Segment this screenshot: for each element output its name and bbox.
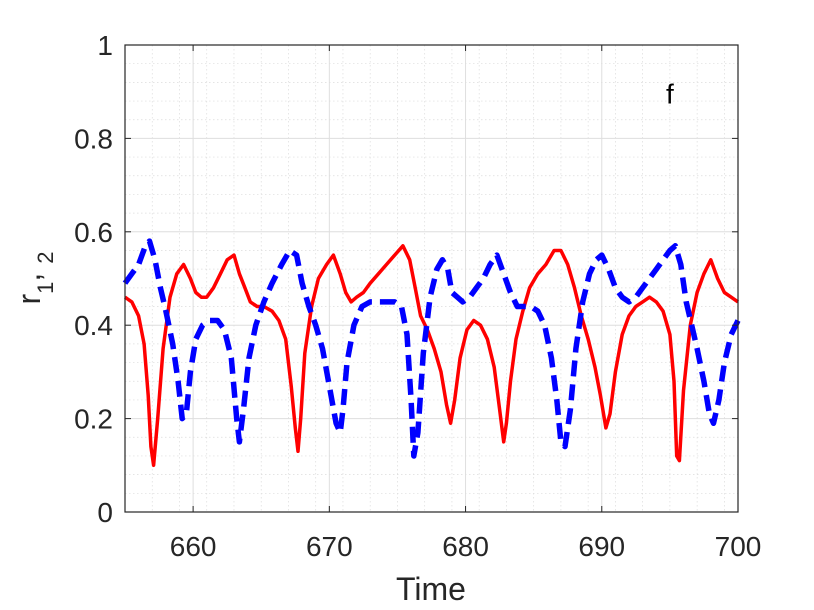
series-line-r1 <box>124 244 739 468</box>
y-tick-labels: 0 0.2 0.4 0.6 0.8 1 <box>74 30 113 528</box>
series-line-r2 <box>122 238 741 459</box>
y-tick-label: 0 <box>97 497 113 528</box>
panel-annotation: f <box>666 79 674 110</box>
axis-ticks <box>125 44 739 513</box>
series-layer <box>122 238 741 468</box>
y-axis-title: r1, 2 <box>11 252 58 305</box>
x-tick-label: 680 <box>442 531 489 562</box>
y-tick-label: 0.4 <box>74 310 113 341</box>
plot-frame <box>124 44 739 513</box>
y-axis-title-sub2: 2 <box>33 252 58 264</box>
x-tick-label: 670 <box>306 531 353 562</box>
y-axis-title-main: r <box>11 293 47 304</box>
y-tick-label: 0.8 <box>74 123 113 154</box>
y-axis-title-sub1: 1 <box>33 282 58 294</box>
plot-area <box>125 45 738 512</box>
y-tick-label: 1 <box>97 30 113 61</box>
y-tick-label: 0.6 <box>74 217 113 248</box>
x-axis-title: Time <box>396 571 466 607</box>
x-tick-labels: 660 670 680 690 700 <box>170 531 762 562</box>
y-tick-label: 0.2 <box>74 404 113 435</box>
x-tick-label: 690 <box>578 531 625 562</box>
x-tick-label: 700 <box>715 531 762 562</box>
y-axis-title-sep: , <box>11 264 47 282</box>
x-tick-label: 660 <box>170 531 217 562</box>
